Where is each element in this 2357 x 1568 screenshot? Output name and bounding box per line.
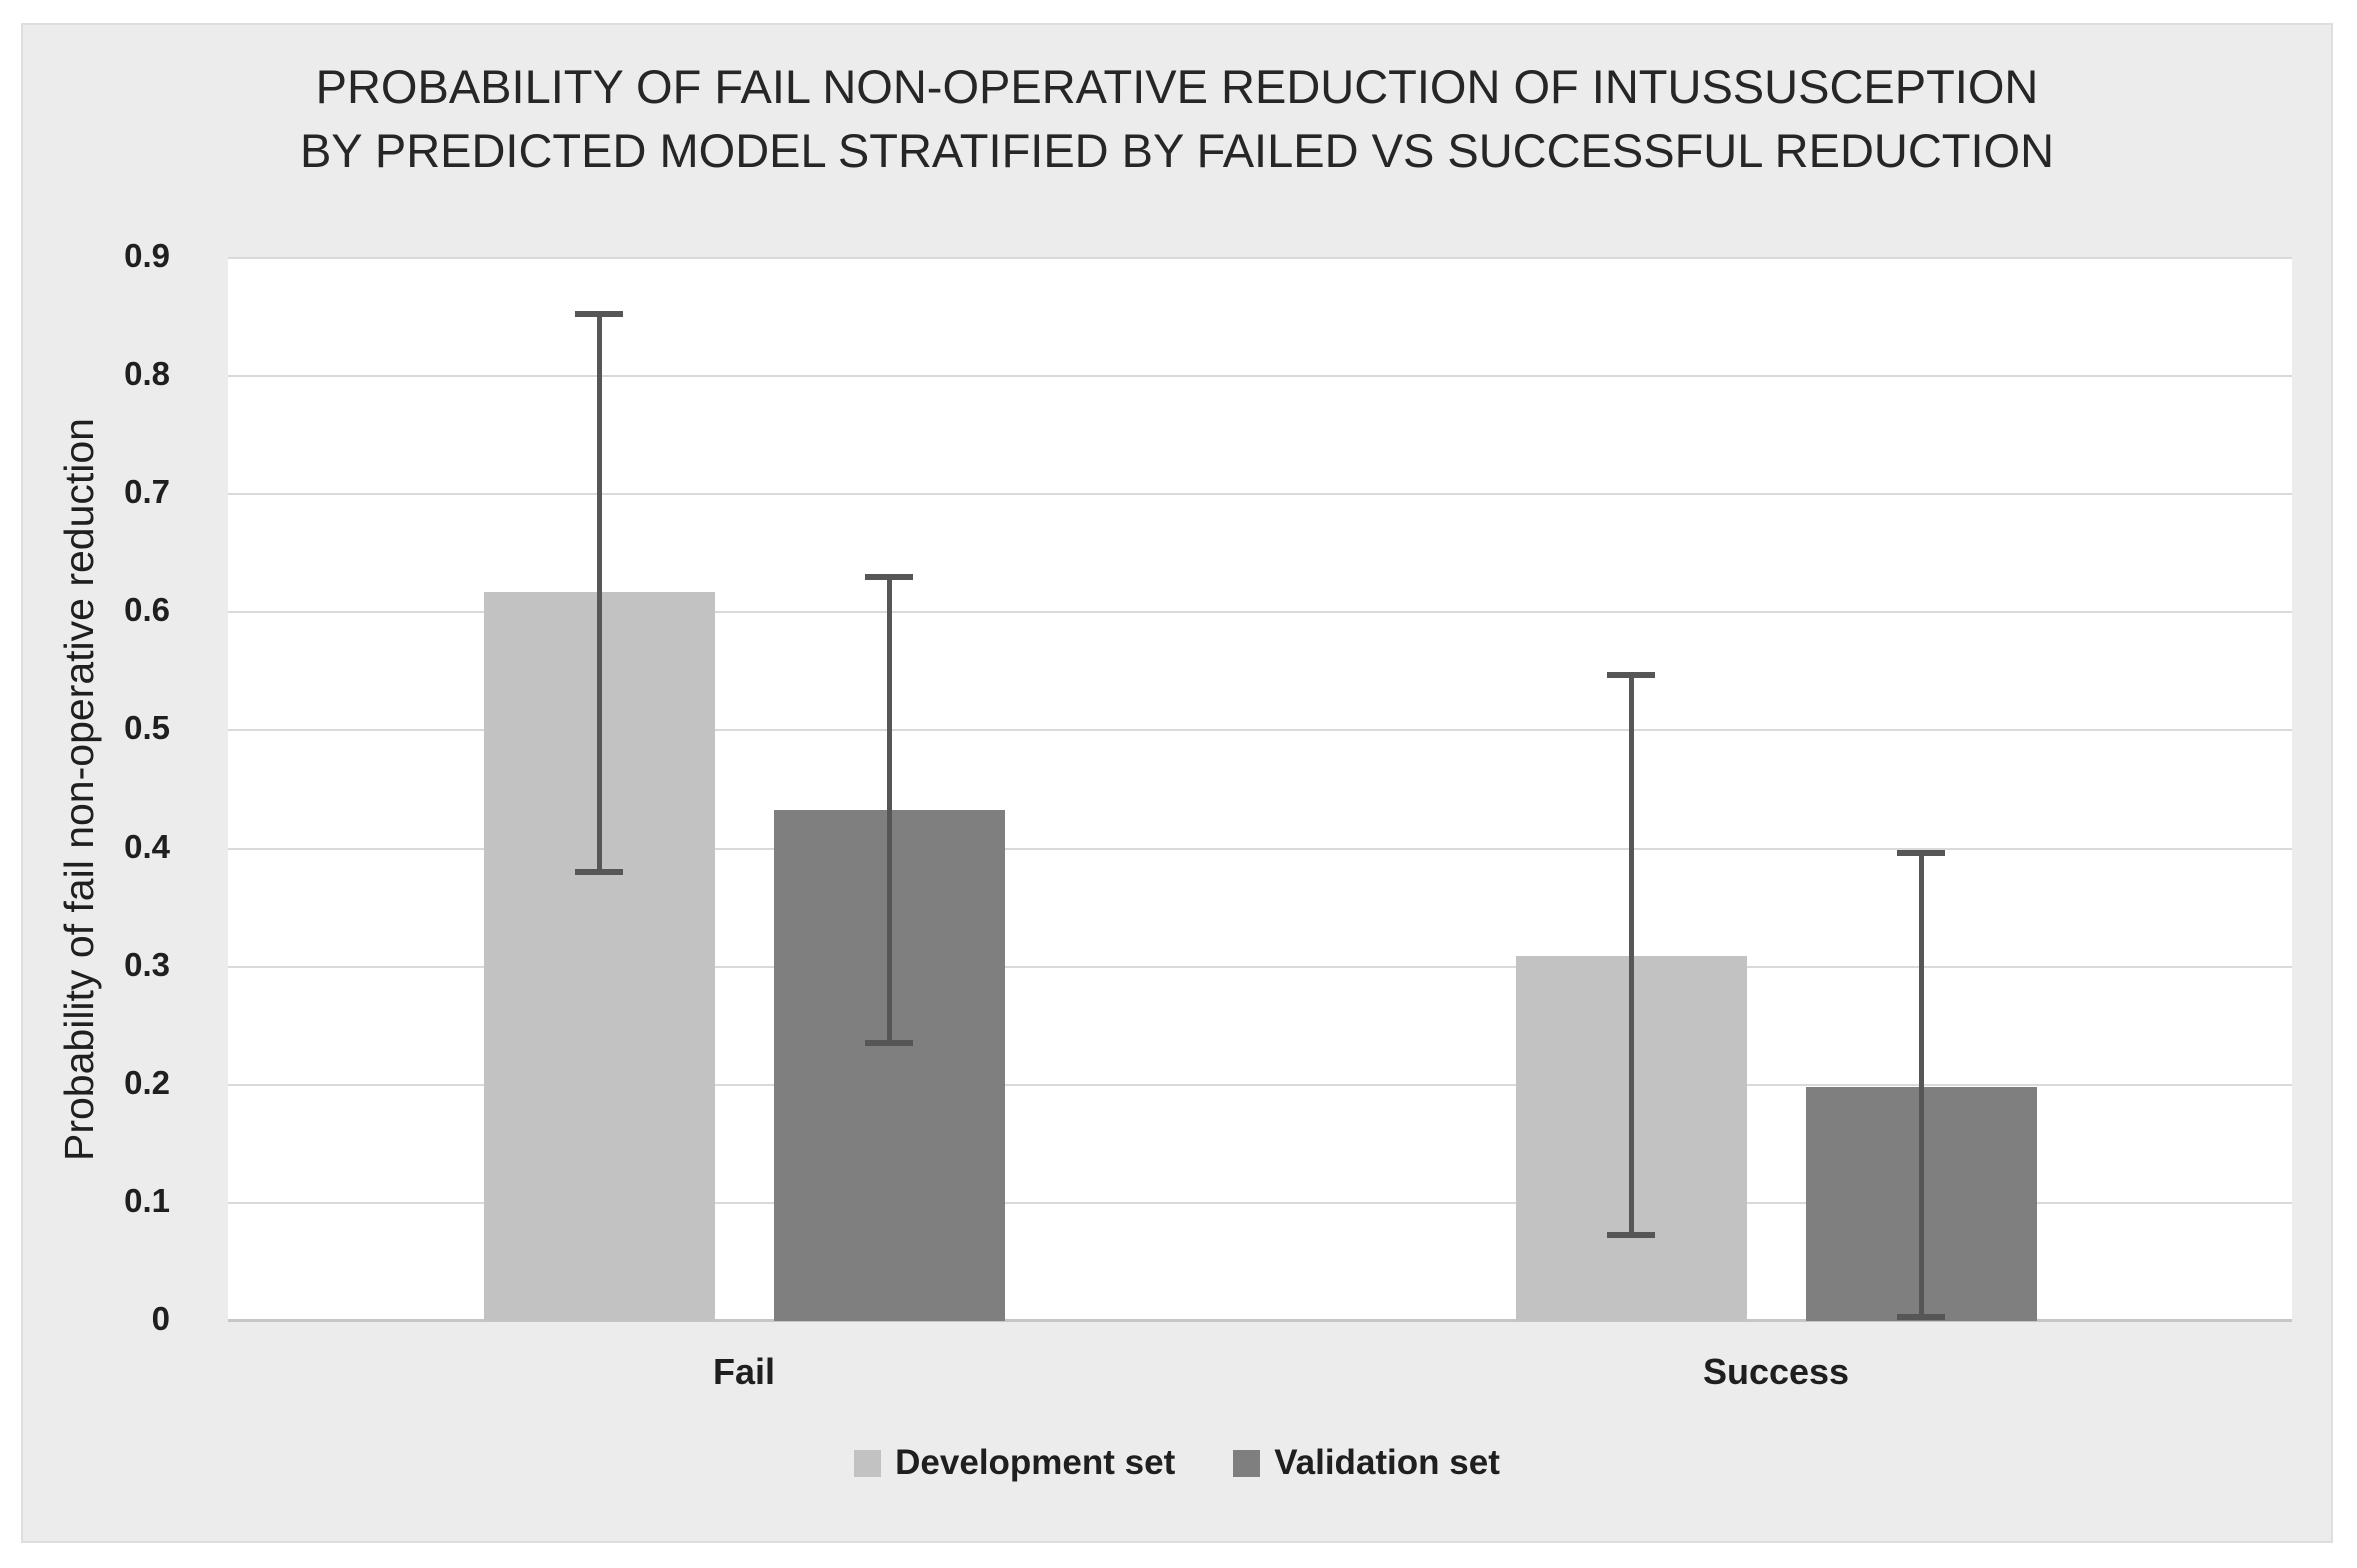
gridline-0.6 bbox=[228, 611, 2292, 614]
y-axis-title: Probability of fail non-operative reduct… bbox=[31, 258, 127, 1321]
legend: Development set Validation set bbox=[23, 1443, 2331, 1483]
legend-item-validation-set: Validation set bbox=[1233, 1443, 1500, 1483]
y-tick-label-0.3: 0.3 bbox=[124, 945, 170, 983]
gridline-0.2 bbox=[228, 1083, 2292, 1086]
error-bar-validation-set-fail bbox=[886, 576, 892, 1044]
error-bar-validation-set-success-top-cap bbox=[1897, 850, 1945, 857]
y-tick-label-0.7: 0.7 bbox=[124, 473, 170, 511]
y-axis-title-text: Probability of fail non-operative reduct… bbox=[55, 418, 102, 1161]
y-tick-label-0.9: 0.9 bbox=[124, 237, 170, 274]
x-category-label-fail: Fail bbox=[712, 1351, 775, 1392]
y-tick-label-0.4: 0.4 bbox=[124, 827, 170, 865]
plot-area bbox=[228, 257, 2292, 1322]
chart-title: PROBABILITY OF FAIL NON-OPERATIVE REDUCT… bbox=[23, 55, 2331, 183]
error-bar-development-set-success-top-cap bbox=[1607, 671, 1655, 678]
y-tick-label-0.6: 0.6 bbox=[124, 591, 170, 629]
y-tick-label-0: 0 bbox=[151, 1300, 170, 1337]
error-bar-development-set-fail-bottom-cap bbox=[575, 869, 623, 876]
gridline-0.9 bbox=[228, 257, 2292, 259]
x-category-label-success: Success bbox=[1702, 1351, 1850, 1392]
gridline-0.8 bbox=[228, 375, 2292, 378]
error-bar-development-set-fail-top-cap bbox=[575, 310, 623, 317]
x-axis-line bbox=[228, 1319, 2292, 1322]
chart-title-line-2: BY PREDICTED MODEL STRATIFIED BY FAILED … bbox=[299, 124, 2055, 177]
error-bar-validation-set-fail-top-cap bbox=[865, 573, 913, 580]
gridline-0.1 bbox=[228, 1201, 2292, 1204]
gridline-0.7 bbox=[228, 493, 2292, 496]
legend-label-validation-set: Validation set bbox=[1274, 1443, 1500, 1482]
y-tick-label-0.8: 0.8 bbox=[124, 355, 170, 393]
error-bar-development-set-success bbox=[1628, 674, 1634, 1235]
y-tick-label-0.5: 0.5 bbox=[124, 709, 170, 747]
legend-swatch-validation-set bbox=[1233, 1449, 1261, 1477]
chart-title-line-1: PROBABILITY OF FAIL NON-OPERATIVE REDUCT… bbox=[315, 60, 2039, 113]
legend-item-development-set: Development set bbox=[854, 1443, 1175, 1483]
error-bar-development-set-success-bottom-cap bbox=[1607, 1231, 1655, 1238]
error-bar-validation-set-fail-bottom-cap bbox=[865, 1040, 913, 1047]
gridline-0.3 bbox=[228, 965, 2292, 968]
y-tick-label-0.1: 0.1 bbox=[124, 1181, 170, 1219]
chart-panel: PROBABILITY OF FAIL NON-OPERATIVE REDUCT… bbox=[21, 23, 2333, 1543]
error-bar-development-set-fail bbox=[596, 313, 602, 873]
error-bar-validation-set-success-bottom-cap bbox=[1897, 1314, 1945, 1321]
legend-swatch-development-set bbox=[854, 1449, 882, 1477]
y-tick-label-0.2: 0.2 bbox=[124, 1063, 170, 1101]
gridline-0.4 bbox=[228, 847, 2292, 850]
legend-label-development-set: Development set bbox=[895, 1443, 1176, 1482]
error-bar-validation-set-success bbox=[1918, 853, 1924, 1318]
gridline-0.5 bbox=[228, 729, 2292, 732]
